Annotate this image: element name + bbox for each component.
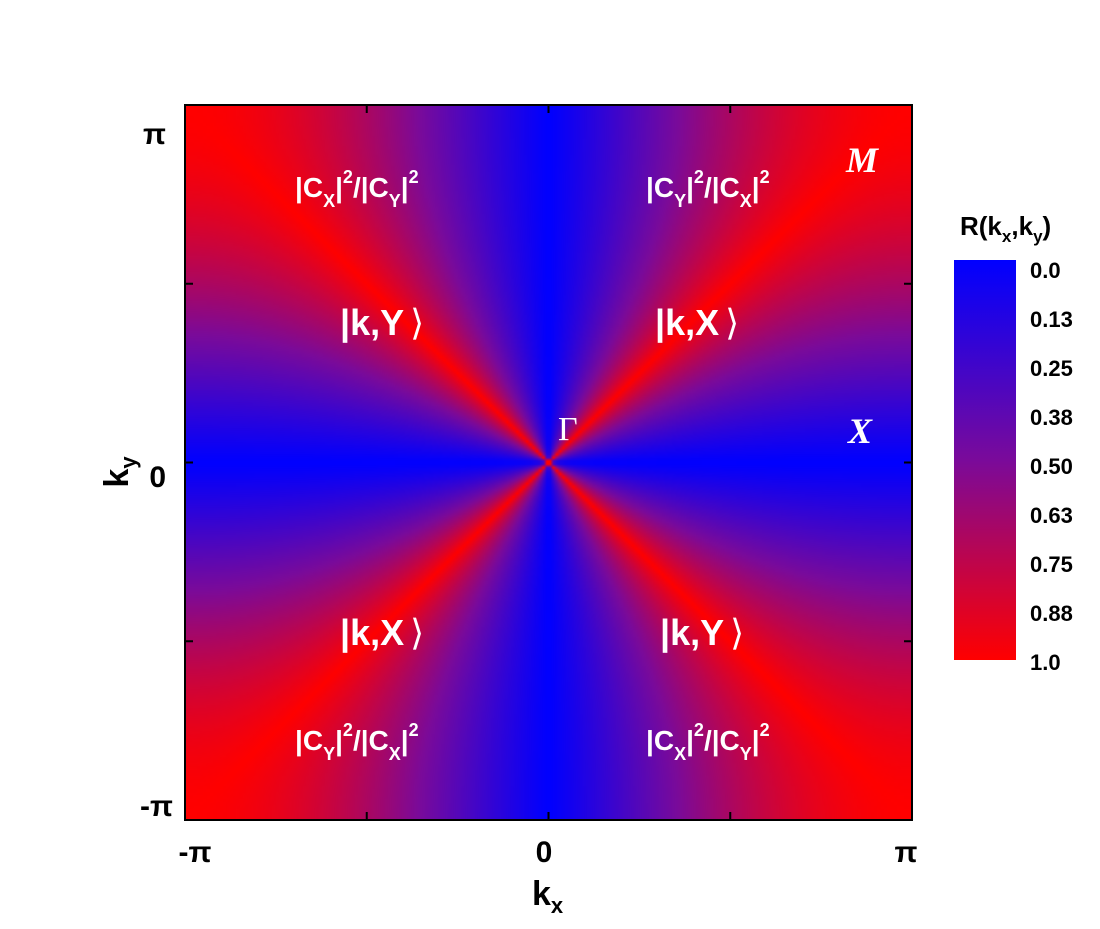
x-tick-label-right: π [895, 836, 918, 869]
point-label-gamma: Γ [558, 411, 578, 448]
state-label-top-left: |k,Y ⟩ [340, 302, 424, 344]
axis-ticks [185, 105, 912, 820]
ratio-label-top-right: |CY|2/|CX|2 [646, 167, 770, 211]
state-label-bottom-right: |k,Y ⟩ [660, 612, 744, 654]
state-label-top-right: |k,X ⟩ [655, 302, 739, 344]
colorbar-tick-label: 0.13 [1030, 307, 1073, 332]
colorbar-tick-label: 0.38 [1030, 405, 1073, 430]
colorbar-tick-label: 0.50 [1030, 454, 1073, 479]
colorbar-tick-labels: 0.0 0.13 0.25 0.38 0.50 0.63 0.75 0.88 1.0 [1030, 258, 1073, 675]
point-label-x: X [847, 411, 873, 451]
x-tick-label-left: -π [179, 836, 212, 869]
y-axis-title: ky [98, 456, 141, 488]
colorbar-tick-label: 0.63 [1030, 503, 1073, 528]
y-tick-label-center: 0 [149, 461, 166, 494]
colorbar [954, 260, 1016, 660]
colorbar-title: R(kx,ky) [960, 211, 1051, 246]
svg-text:ky: ky [98, 456, 141, 488]
colorbar-tick-label: 0.25 [1030, 356, 1073, 381]
ratio-label-top-left: |CX|2/|CY|2 [295, 167, 419, 211]
ratio-labels: |CX|2/|CY|2 |CY|2/|CX|2 |CY|2/|CX|2 |CX|2/|… [295, 167, 770, 764]
point-label-m: M [845, 140, 880, 180]
heatmap-image [185, 105, 912, 820]
state-label-bottom-left: |k,X ⟩ [340, 612, 424, 654]
y-tick-label-top: π [143, 118, 166, 151]
y-tick-label-bottom: -π [140, 790, 173, 823]
ratio-label-bottom-right: |CX|2/|CY|2 [646, 720, 770, 764]
colorbar-tick-label: 0.75 [1030, 552, 1073, 577]
heatmap [185, 105, 912, 820]
colorbar-tick-label: 0.0 [1030, 258, 1061, 283]
x-axis-title: kx [532, 875, 564, 918]
colorbar-tick-label: 1.0 [1030, 650, 1061, 675]
x-tick-label-center: 0 [536, 836, 553, 869]
colorbar-tick-label: 0.88 [1030, 601, 1073, 626]
ratio-label-bottom-left: |CY|2/|CX|2 [295, 720, 419, 764]
